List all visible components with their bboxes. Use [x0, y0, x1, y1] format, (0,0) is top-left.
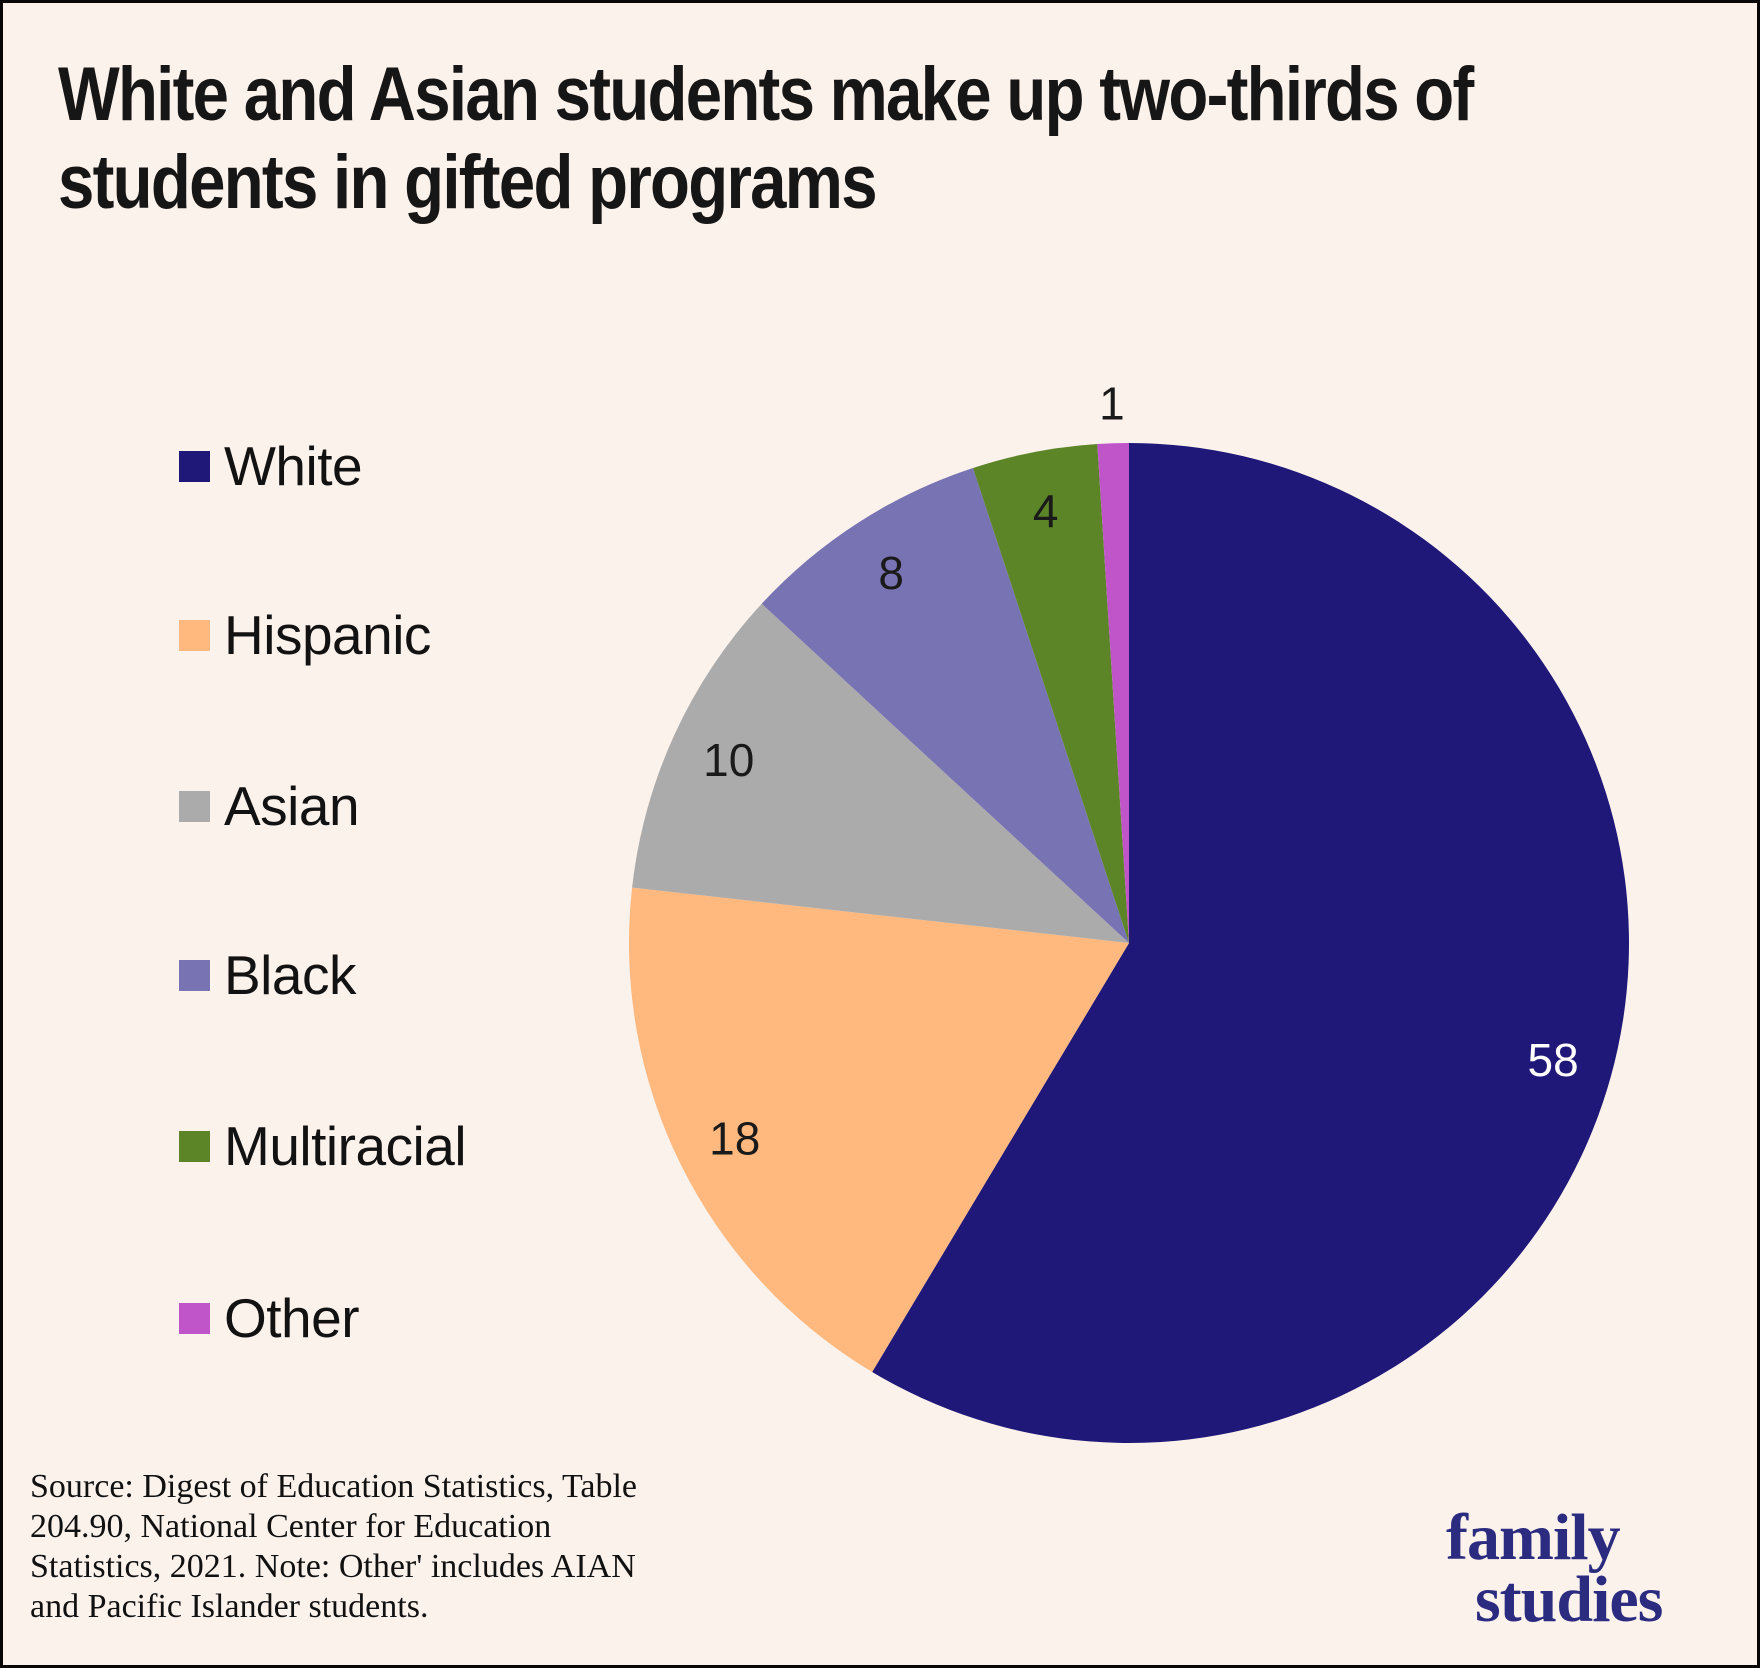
legend-swatch-hispanic — [179, 619, 210, 651]
legend-swatch-other — [179, 1302, 210, 1334]
pie-slice-white — [872, 443, 1629, 1443]
chart-title: White and Asian students make up two-thi… — [58, 51, 1474, 227]
source-line: and Pacific Islander students. — [30, 1588, 429, 1625]
legend-label-white: White — [224, 435, 363, 497]
pie-value-hispanic: 18 — [709, 1112, 760, 1164]
legend-label-multiracial: Multiracial — [224, 1115, 467, 1177]
legend-item-black: Black — [179, 942, 357, 1008]
chart-title-line2: students in gifted programs — [58, 140, 878, 225]
logo-line1: family — [1446, 1501, 1621, 1574]
pie-chart: 58 18 10 8 4 1 — [629, 377, 1629, 1443]
pie-value-asian: 10 — [703, 734, 754, 786]
legend-item-white: White — [179, 433, 363, 499]
pie-value-white: 58 — [1528, 1034, 1579, 1086]
logo-line2: studies — [1475, 1563, 1663, 1636]
legend-label-asian: Asian — [224, 775, 360, 837]
legend-item-multiracial: Multiracial — [179, 1113, 467, 1179]
legend-swatch-multiracial — [179, 1130, 210, 1162]
pie-value-black: 8 — [878, 547, 904, 599]
family-studies-logo: family studies — [1446, 1501, 1663, 1636]
legend-label-other: Other — [224, 1287, 360, 1349]
source-line: Source: Digest of Education Statistics, … — [30, 1468, 637, 1505]
pie-value-multiracial: 4 — [1033, 485, 1059, 537]
pie-slice-hispanic — [629, 887, 1129, 1372]
pie-slice-black — [761, 467, 1129, 943]
legend-label-black: Black — [224, 944, 357, 1006]
legend-swatch-black — [179, 959, 210, 991]
legend-item-other: Other — [179, 1285, 360, 1351]
source-line: 204.90, National Center for Education — [30, 1508, 552, 1545]
chart-title-line1: White and Asian students make up two-thi… — [58, 52, 1474, 137]
legend-swatch-asian — [179, 790, 210, 822]
source-line: Statistics, 2021. Note: Other' includes … — [30, 1548, 636, 1585]
pie-slice-other — [1097, 443, 1129, 943]
source-note: Source: Digest of Education Statistics, … — [30, 1467, 637, 1627]
pie-value-other: 1 — [1099, 377, 1125, 429]
legend-item-asian: Asian — [179, 773, 360, 839]
pie-slice-asian — [632, 603, 1129, 943]
legend-swatch-white — [179, 450, 210, 482]
legend-item-hispanic: Hispanic — [179, 602, 431, 668]
legend-label-hispanic: Hispanic — [224, 604, 431, 666]
pie-slice-multiracial — [972, 444, 1129, 943]
